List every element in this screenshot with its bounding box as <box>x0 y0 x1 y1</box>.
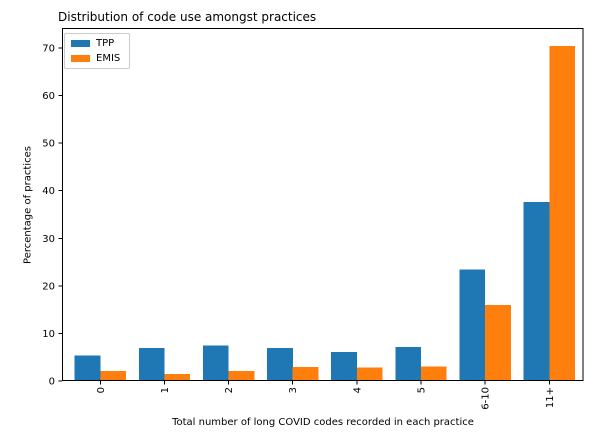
legend-label-emis: EMIS <box>96 53 121 64</box>
axes-spines <box>62 28 584 381</box>
bar-tpp-4 <box>331 352 357 381</box>
x-tick-label-0: 0 <box>96 387 107 393</box>
y-tick-label-50: 50 <box>42 139 55 150</box>
bar-emis-3 <box>292 367 319 381</box>
x-tick-label-1: 1 <box>160 387 171 393</box>
y-tick-label-30: 30 <box>42 234 55 245</box>
x-tick-label-11+: 11+ <box>545 387 556 408</box>
bar-tpp-1 <box>138 348 165 381</box>
bar-emis-4 <box>356 367 383 381</box>
legend-swatch-tpp <box>71 40 90 47</box>
x-axis-label: Total number of long COVID codes recorde… <box>172 417 474 428</box>
legend-entry-tpp: TPP <box>71 38 120 49</box>
bar-emis-0 <box>100 371 126 381</box>
bar-tpp-6-10 <box>459 269 486 381</box>
y-axis-label: Percentage of practices <box>22 146 34 264</box>
bar-tpp-0 <box>74 355 101 381</box>
legend: TPP EMIS <box>64 33 131 69</box>
bar-tpp-2 <box>202 345 229 381</box>
x-tick-label-5: 5 <box>417 387 428 393</box>
x-tick-label-2: 2 <box>224 387 235 393</box>
legend-label-tpp: TPP <box>96 38 115 49</box>
y-tick-label-60: 60 <box>42 91 55 102</box>
x-tick-label-6-10: 6-10 <box>481 387 492 410</box>
y-tick-label-20: 20 <box>42 281 55 292</box>
bar-tpp-5 <box>395 347 421 381</box>
x-tick-label-4: 4 <box>352 387 363 393</box>
bar-emis-2 <box>228 371 255 381</box>
y-tick-label-40: 40 <box>42 186 55 197</box>
legend-entry-emis: EMIS <box>71 53 120 64</box>
y-tick-label-10: 10 <box>42 329 55 340</box>
x-tick-label-3: 3 <box>288 387 299 393</box>
y-tick-label-0: 0 <box>49 377 55 388</box>
bar-emis-6-10 <box>485 304 511 381</box>
bar-emis-11+ <box>549 46 575 381</box>
legend-swatch-emis <box>71 55 90 62</box>
chart-title: Distribution of code use amongst practic… <box>58 10 317 24</box>
bar-tpp-11+ <box>523 202 550 381</box>
bar-emis-1 <box>164 373 191 381</box>
bar-emis-5 <box>421 366 447 381</box>
bar-tpp-3 <box>267 348 293 381</box>
y-tick-label-70: 70 <box>42 44 55 55</box>
